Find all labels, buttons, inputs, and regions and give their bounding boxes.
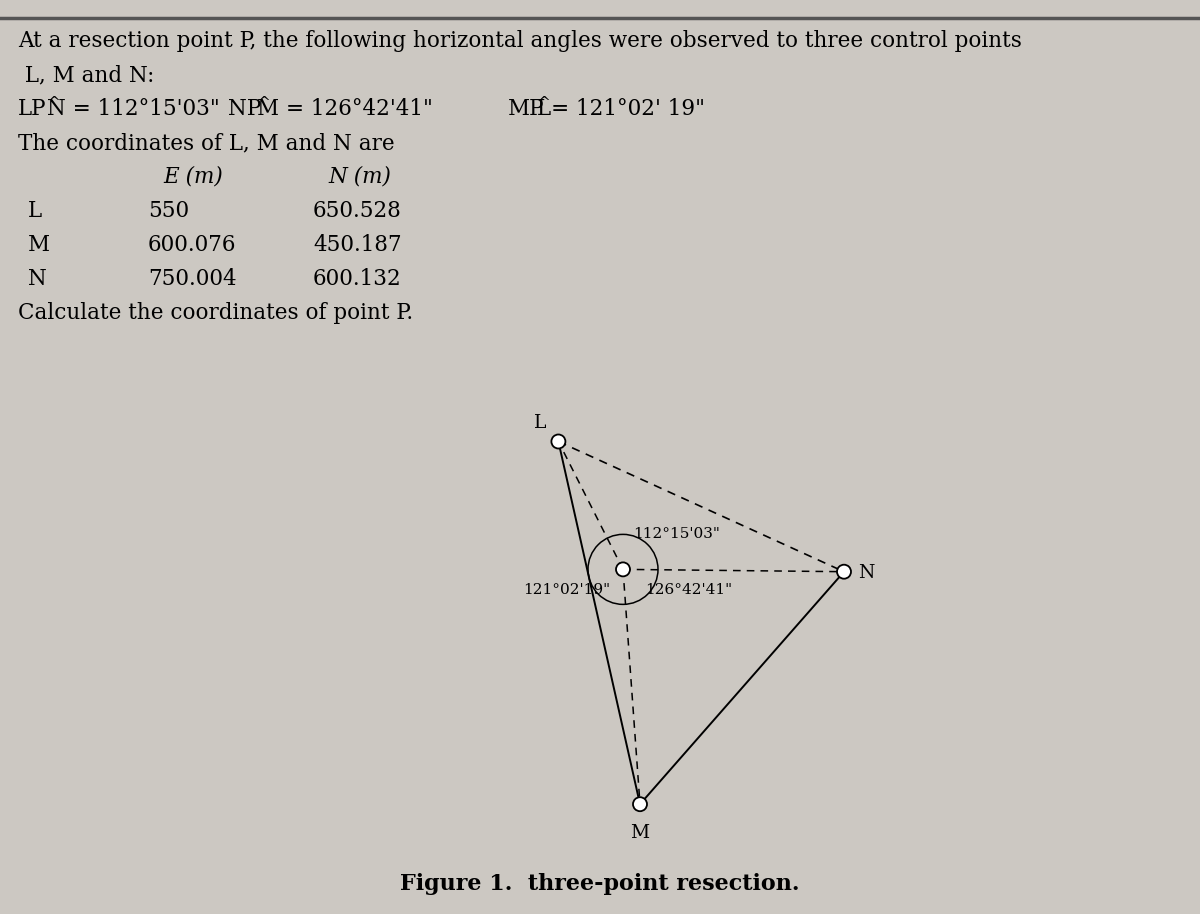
Text: 450.187: 450.187 — [313, 234, 402, 256]
Text: N = 112°15'03": N = 112°15'03" — [47, 98, 220, 120]
Text: Figure 1.  three-point resection.: Figure 1. three-point resection. — [401, 873, 799, 895]
Text: ^: ^ — [257, 96, 270, 110]
Text: 126°42'41": 126°42'41" — [646, 583, 732, 598]
Text: L: L — [28, 200, 42, 222]
Text: 112°15'03": 112°15'03" — [634, 527, 720, 541]
Text: MP: MP — [508, 98, 545, 120]
Circle shape — [552, 434, 565, 449]
Text: Calculate the coordinates of point P.: Calculate the coordinates of point P. — [18, 302, 413, 324]
Text: NP: NP — [228, 98, 262, 120]
Circle shape — [634, 797, 647, 812]
Text: At a resection point P, the following horizontal angles were observed to three c: At a resection point P, the following ho… — [18, 30, 1022, 52]
Text: M: M — [28, 234, 50, 256]
Text: 600.132: 600.132 — [313, 268, 402, 290]
Text: L= 121°02' 19": L= 121°02' 19" — [538, 98, 706, 120]
Text: L: L — [534, 415, 546, 432]
Text: N: N — [858, 564, 875, 581]
Text: M: M — [630, 824, 649, 842]
Text: The coordinates of L, M and N are: The coordinates of L, M and N are — [18, 132, 395, 154]
Circle shape — [616, 562, 630, 577]
Text: N (m): N (m) — [328, 166, 391, 188]
Text: 650.528: 650.528 — [313, 200, 402, 222]
Text: LP: LP — [18, 98, 47, 120]
Text: E (m): E (m) — [163, 166, 223, 188]
Text: M = 126°42'41": M = 126°42'41" — [257, 98, 433, 120]
Text: 121°02'19": 121°02'19" — [523, 583, 610, 598]
Text: L, M and N:: L, M and N: — [18, 64, 155, 86]
Text: ^: ^ — [47, 96, 60, 110]
Text: 600.076: 600.076 — [148, 234, 236, 256]
Text: 550: 550 — [148, 200, 190, 222]
Circle shape — [838, 565, 851, 579]
Text: ^: ^ — [538, 96, 550, 110]
Text: 750.004: 750.004 — [148, 268, 236, 290]
Text: N: N — [28, 268, 47, 290]
